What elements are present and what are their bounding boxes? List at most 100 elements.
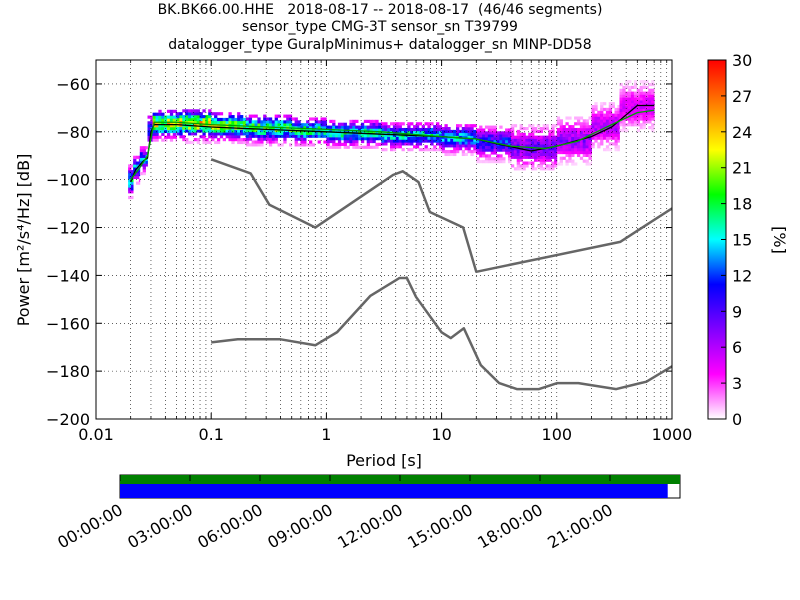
density-cell bbox=[484, 137, 489, 141]
density-cell bbox=[323, 128, 327, 133]
density-cell bbox=[625, 94, 629, 98]
density-cell bbox=[574, 142, 578, 146]
density-cell bbox=[576, 153, 581, 157]
density-cell bbox=[531, 149, 535, 154]
y-tick-label: −100 bbox=[46, 171, 90, 190]
density-cell bbox=[430, 130, 434, 135]
density-cell bbox=[479, 154, 483, 158]
density-cell bbox=[395, 142, 400, 146]
density-cell bbox=[654, 117, 655, 121]
density-cell bbox=[142, 160, 146, 164]
density-cell bbox=[579, 130, 584, 135]
density-cell bbox=[297, 134, 301, 138]
density-cell bbox=[407, 142, 411, 146]
density-cell bbox=[562, 130, 566, 135]
density-cell bbox=[622, 94, 626, 98]
density-cell bbox=[245, 143, 250, 147]
density-cell bbox=[487, 160, 492, 164]
density-cell bbox=[568, 150, 572, 155]
density-cell bbox=[297, 137, 301, 141]
density-cell bbox=[444, 152, 448, 157]
density-cell bbox=[565, 159, 569, 163]
density-cell bbox=[588, 153, 592, 157]
density-cell bbox=[591, 139, 592, 143]
density-cell bbox=[642, 105, 646, 110]
density-cell bbox=[631, 100, 635, 104]
density-cell bbox=[628, 111, 632, 115]
density-cell bbox=[155, 135, 159, 139]
density-cell bbox=[395, 125, 400, 129]
density-cell bbox=[507, 160, 512, 164]
density-cell bbox=[352, 134, 356, 138]
density-cell bbox=[415, 130, 420, 135]
density-cell bbox=[648, 100, 652, 104]
density-cell bbox=[487, 134, 492, 138]
density-cell bbox=[464, 152, 468, 157]
density-cell bbox=[277, 134, 281, 138]
density-cell bbox=[343, 139, 347, 144]
density-cell bbox=[648, 97, 652, 101]
density-cell bbox=[617, 104, 620, 109]
density-cell bbox=[358, 137, 362, 141]
density-cell bbox=[216, 117, 221, 122]
density-cell bbox=[390, 145, 394, 149]
density-cell bbox=[470, 152, 474, 157]
density-cell bbox=[268, 131, 273, 135]
density-cell bbox=[169, 115, 174, 119]
density-cell bbox=[605, 139, 610, 143]
density-cell bbox=[254, 143, 258, 147]
density-cell bbox=[352, 142, 356, 146]
density-cell bbox=[588, 125, 592, 129]
density-cell bbox=[136, 170, 140, 174]
density-cell bbox=[484, 131, 489, 135]
density-cell bbox=[622, 88, 626, 92]
density-cell bbox=[381, 133, 385, 137]
density-cell bbox=[591, 125, 595, 129]
density-cell bbox=[597, 136, 601, 140]
density-cell bbox=[633, 123, 638, 127]
density-cell bbox=[237, 135, 241, 139]
density-cell bbox=[605, 110, 610, 114]
density-cell bbox=[384, 125, 388, 129]
density-cell bbox=[585, 130, 589, 135]
density-cell bbox=[214, 135, 218, 139]
density-cell bbox=[251, 126, 255, 130]
density-cell bbox=[490, 151, 494, 155]
density-cell bbox=[636, 114, 641, 118]
density-cell bbox=[231, 135, 235, 139]
density-cell bbox=[556, 127, 561, 132]
density-cell bbox=[576, 122, 581, 126]
density-cell bbox=[556, 122, 561, 126]
density-cell bbox=[513, 152, 518, 157]
density-cell bbox=[395, 127, 400, 132]
density-cell bbox=[617, 113, 620, 117]
density-cell bbox=[415, 145, 420, 149]
density-cell bbox=[228, 132, 232, 136]
density-cell bbox=[654, 105, 655, 110]
density-cell bbox=[182, 117, 186, 122]
density-cell bbox=[222, 138, 226, 142]
density-cell bbox=[522, 161, 526, 165]
density-cell bbox=[303, 126, 307, 130]
density-cell bbox=[190, 115, 195, 119]
density-cell bbox=[562, 148, 566, 152]
density-cell bbox=[597, 127, 601, 132]
density-cell bbox=[277, 114, 281, 118]
density-cell bbox=[654, 108, 655, 112]
density-cell bbox=[366, 128, 370, 132]
density-cell bbox=[625, 128, 629, 133]
density-cell bbox=[562, 136, 566, 140]
density-cell bbox=[300, 134, 304, 138]
density-cell bbox=[568, 145, 572, 149]
density-cell bbox=[510, 155, 515, 159]
timeline-tick-label: 15:00:00 bbox=[404, 500, 476, 552]
density-cell bbox=[196, 117, 200, 122]
density-cell bbox=[534, 152, 538, 157]
density-cell bbox=[628, 85, 632, 90]
density-cell bbox=[473, 124, 477, 128]
density-cell bbox=[571, 153, 575, 157]
density-cell bbox=[482, 142, 486, 146]
density-cell bbox=[266, 117, 270, 121]
density-cell bbox=[614, 116, 618, 120]
density-cell bbox=[642, 111, 646, 115]
